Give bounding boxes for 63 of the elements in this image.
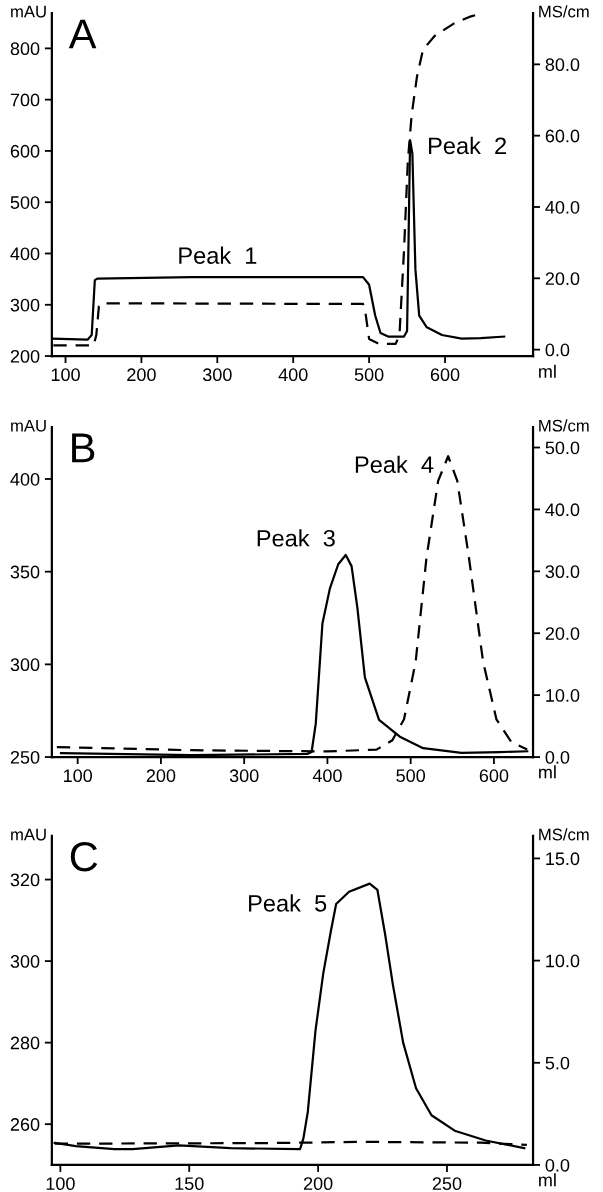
- x-tick-label: 300: [202, 368, 232, 382]
- y2-tick-label: 60.0: [545, 129, 580, 143]
- y-tick-label: 600: [10, 144, 40, 158]
- x-tick-label: 200: [127, 368, 156, 382]
- y-tick-label: 300: [10, 298, 40, 312]
- y-tick-label: 400: [10, 472, 40, 486]
- y-axis-title: mAU: [11, 828, 46, 841]
- x-tick-label: 200: [303, 1177, 333, 1191]
- x-tick-label: 100: [63, 769, 93, 783]
- y2-tick-label: 40.0: [545, 200, 580, 214]
- y2-tick-label: 50.0: [545, 441, 580, 455]
- y2-tick-label: 10.0: [546, 954, 580, 968]
- x-tick-label: 400: [312, 769, 342, 783]
- y2-tick-label: 30.0: [545, 565, 580, 579]
- y2-tick-label: 80.0: [545, 58, 580, 72]
- y-tick-label: 280: [10, 1036, 40, 1050]
- annotation: Peak 5: [249, 894, 327, 912]
- x-tick-label: 500: [354, 368, 384, 382]
- y2-tick-label: 20.0: [545, 272, 580, 286]
- chart-title: A: [68, 19, 97, 49]
- y2-axis-title: MS/cm: [539, 828, 589, 841]
- y-tick-label: 300: [10, 658, 40, 672]
- y-tick-label: 350: [10, 565, 40, 579]
- y2-axis-title: MS/cm: [539, 419, 589, 432]
- x-tick-label: 250: [432, 1177, 462, 1191]
- y2-tick-label: 5.0: [545, 1056, 570, 1070]
- x-tick-label: 600: [430, 368, 460, 382]
- y2-tick-label: 0.0: [545, 1158, 570, 1172]
- chart-title: B: [72, 433, 95, 463]
- x-tick-label: 100: [46, 1177, 75, 1191]
- y2-tick-label: 20.0: [545, 627, 580, 640]
- y-axis-title: mAU: [11, 419, 46, 432]
- y2-tick-label: 0.0: [545, 750, 570, 764]
- x-tick-label: 150: [175, 1177, 204, 1191]
- annotation: Peak 1: [179, 246, 257, 264]
- y-tick-label: 250: [10, 750, 40, 764]
- chart-title: C: [70, 841, 98, 872]
- y2-tick-label: 15.0: [546, 852, 580, 866]
- x-axis-title: ml: [539, 364, 556, 378]
- x-tick-label: 100: [51, 368, 80, 382]
- x-tick-label: 300: [229, 769, 259, 783]
- y2-tick-label: 0.0: [545, 343, 570, 357]
- y-tick-label: 700: [10, 93, 40, 107]
- y-tick-label: 800: [10, 42, 40, 56]
- y-tick-label: 320: [10, 873, 40, 887]
- annotation: Peak 3: [257, 529, 335, 547]
- x-tick-label: 400: [278, 368, 308, 382]
- y-tick-label: 400: [10, 247, 40, 261]
- y-tick-label: 500: [10, 196, 40, 209]
- y-tick-label: 200: [10, 349, 40, 363]
- annotation: Peak 2: [429, 136, 506, 155]
- y-tick-label: 260: [10, 1118, 40, 1131]
- annotation: Peak 4: [355, 455, 434, 474]
- y-tick-label: 300: [10, 955, 40, 968]
- y2-tick-label: 10.0: [546, 689, 580, 702]
- y2-tick-label: 40.0: [545, 503, 580, 517]
- y2-axis-title: MS/cm: [539, 5, 589, 18]
- x-axis-title: ml: [539, 1173, 556, 1187]
- y-axis-title: mAU: [11, 5, 46, 18]
- x-tick-label: 200: [146, 769, 176, 783]
- x-axis-title: ml: [539, 765, 556, 779]
- x-tick-label: 600: [479, 769, 509, 783]
- x-tick-label: 500: [396, 769, 426, 783]
